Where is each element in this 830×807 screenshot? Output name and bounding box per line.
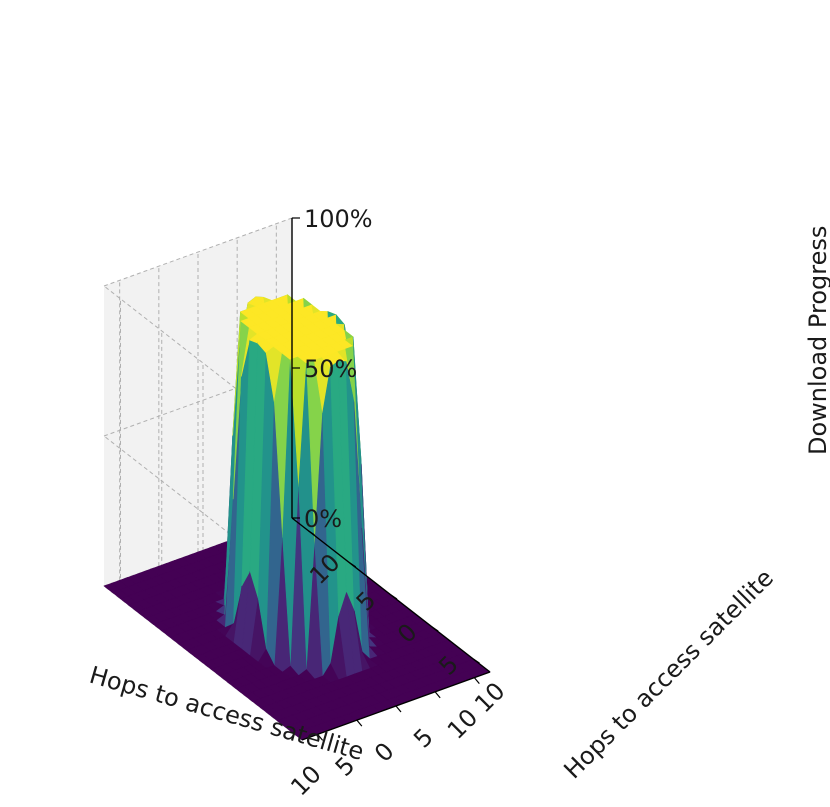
y-tick-mark xyxy=(308,530,315,536)
x-tick-label: 0 xyxy=(369,737,400,768)
x-tick-label: 10 xyxy=(442,703,483,744)
y-tick-mark xyxy=(390,594,398,600)
z-tick-label: 100% xyxy=(304,205,373,233)
x-tick-mark xyxy=(395,705,402,713)
y-tick-mark xyxy=(473,658,480,664)
surface-mesh xyxy=(103,294,491,741)
z-tick-label: 50% xyxy=(304,355,357,383)
x-tick-mark xyxy=(473,677,480,685)
x-tick-mark xyxy=(317,733,324,741)
z-axis-label: Download Progress xyxy=(804,226,830,455)
z-tick-label: 0% xyxy=(304,505,342,533)
grid-back-z xyxy=(103,367,293,437)
x-tick-mark xyxy=(356,719,363,727)
y-tick-label: 10 xyxy=(469,677,510,718)
grid-back-z xyxy=(103,217,293,287)
x-tick-label: 5 xyxy=(408,723,439,754)
y-tick-mark xyxy=(431,626,439,632)
y-axis-label: Hops to access satellite xyxy=(558,564,779,785)
x-tick-label: 10 xyxy=(285,760,326,801)
x-tick-mark xyxy=(434,691,441,699)
y-tick-mark xyxy=(349,562,357,568)
